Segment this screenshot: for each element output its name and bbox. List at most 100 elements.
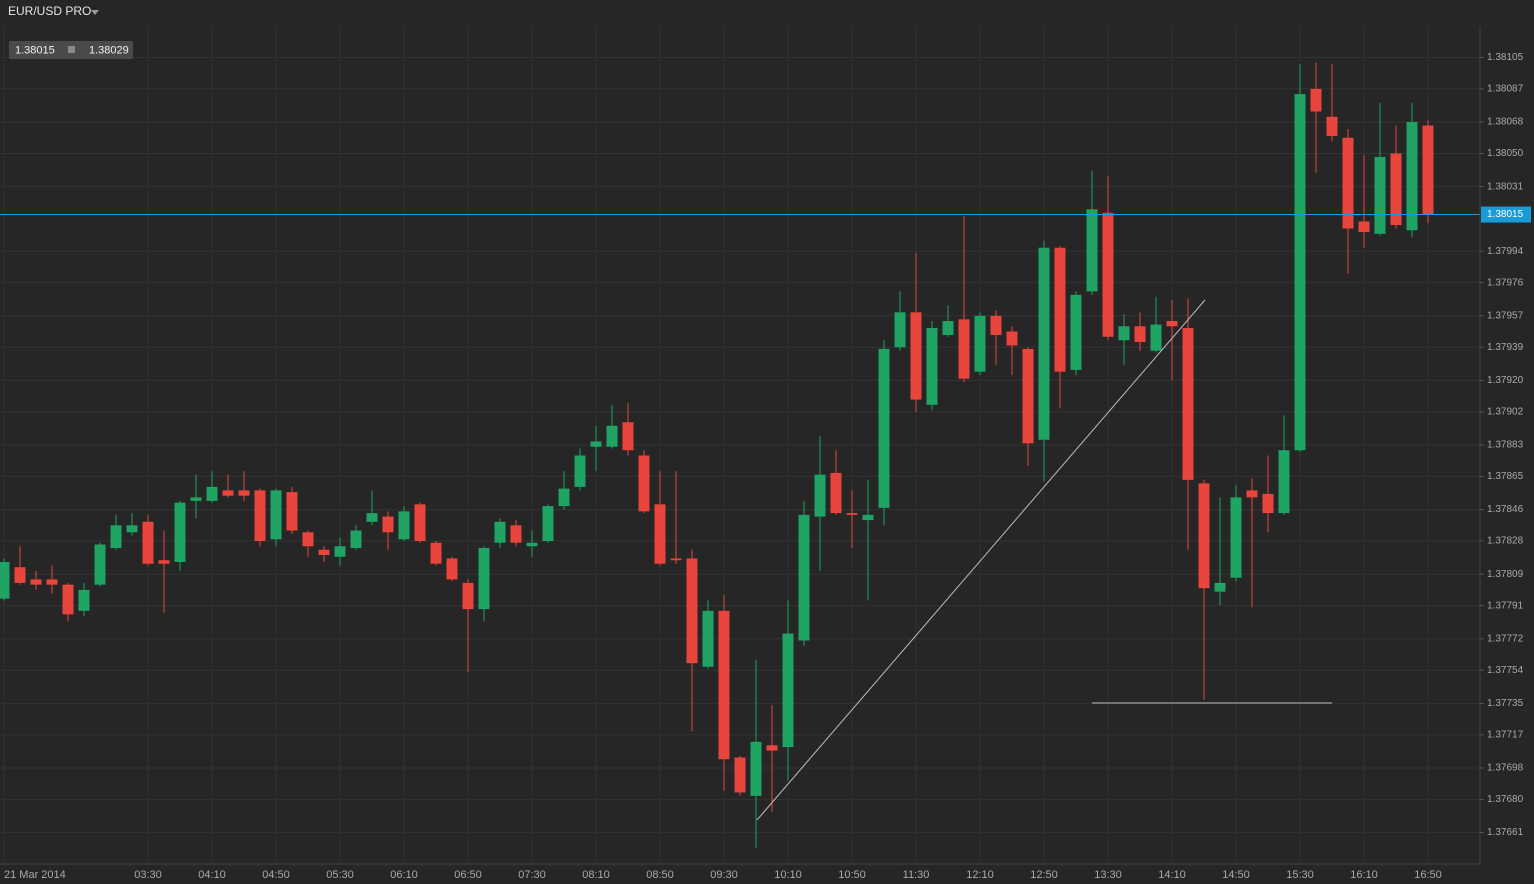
candle-body — [206, 486, 218, 501]
candle-body — [1246, 490, 1258, 498]
bid-price: 1.38015 — [15, 44, 55, 56]
x-tick-label: 16:10 — [1350, 869, 1378, 881]
y-tick-label: 1.37754 — [1487, 665, 1524, 676]
x-tick-label: 07:30 — [518, 869, 546, 881]
x-tick-label: 16:50 — [1414, 869, 1442, 881]
candle-body — [846, 513, 858, 515]
dropdown-arrow[interactable] — [91, 10, 99, 15]
x-tick-label: 06:50 — [454, 869, 482, 881]
x-tick-label: 10:50 — [838, 869, 866, 881]
x-tick-label: 13:30 — [1094, 869, 1122, 881]
candle-body — [1022, 348, 1034, 444]
candle-body — [574, 455, 586, 487]
candle-body — [526, 542, 538, 547]
candle-body — [30, 579, 42, 585]
y-tick-label: 1.37920 — [1487, 375, 1524, 386]
candle-body — [78, 589, 90, 611]
candle-body — [270, 490, 282, 540]
candle-body — [46, 579, 58, 585]
candle-body — [318, 549, 330, 555]
x-tick-label: 21 Mar 2014 — [4, 869, 66, 881]
y-tick-label: 1.37828 — [1487, 536, 1524, 547]
candle-body — [606, 425, 618, 447]
x-tick-label: 12:50 — [1030, 869, 1058, 881]
candle-body — [814, 474, 826, 517]
candle-body — [222, 490, 234, 496]
candle-body — [430, 542, 442, 564]
candle-body — [1102, 212, 1114, 337]
candle-body — [14, 567, 26, 583]
y-tick-label: 1.37865 — [1487, 471, 1524, 482]
y-tick-label: 1.37994 — [1487, 246, 1524, 257]
y-tick-label: 1.38087 — [1487, 83, 1524, 94]
candle-body — [478, 548, 490, 610]
candle-body — [414, 504, 426, 542]
y-tick-label: 1.37698 — [1487, 763, 1524, 774]
trend-line-drawing[interactable] — [756, 299, 1206, 821]
candle-body — [1214, 582, 1226, 592]
spread-icon — [68, 46, 75, 53]
candle-body — [686, 558, 698, 664]
candle-body — [238, 490, 250, 496]
candle-body — [1374, 156, 1386, 234]
candle-body — [1134, 326, 1146, 342]
x-tick-label: 10:10 — [774, 869, 802, 881]
y-tick-label: 1.37735 — [1487, 698, 1524, 709]
candle-body — [510, 525, 522, 543]
y-tick-label: 1.37661 — [1487, 827, 1524, 838]
y-tick-label: 1.38068 — [1487, 117, 1524, 128]
x-tick-label: 04:50 — [262, 869, 290, 881]
candle-body — [542, 506, 554, 542]
x-tick-label: 14:10 — [1158, 869, 1186, 881]
x-tick-label: 14:50 — [1222, 869, 1250, 881]
candle-body — [878, 348, 890, 508]
candle-body — [398, 511, 410, 540]
candle-body — [0, 561, 10, 599]
symbol-selector[interactable]: EUR/USD PRO — [8, 4, 91, 18]
candle-body — [158, 560, 170, 564]
candle-body — [1182, 328, 1194, 480]
candle-body — [302, 532, 314, 547]
candle-body — [718, 610, 730, 760]
candles — [0, 62, 1480, 849]
x-tick-label: 05:30 — [326, 869, 354, 881]
axes: 1.38105 1.38087 1.38068 1.38050 1.38031 1.379… — [4, 52, 1531, 881]
candle-body — [1038, 247, 1050, 440]
y-tick-label: 1.37957 — [1487, 310, 1524, 321]
current-price-label: 1.38015 — [1487, 209, 1524, 220]
candle-body — [1294, 94, 1306, 451]
candle-body — [1358, 221, 1370, 233]
candle-body — [494, 521, 506, 543]
x-tick-label: 15:30 — [1286, 869, 1314, 881]
candle-body — [654, 504, 666, 564]
candle-body — [190, 497, 202, 501]
candle-body — [926, 328, 938, 405]
y-tick-label: 1.38031 — [1487, 181, 1524, 192]
candle-body — [894, 312, 906, 348]
x-tick-label: 12:10 — [966, 869, 994, 881]
candle-body — [798, 514, 810, 641]
candle-body — [126, 525, 138, 533]
candle-body — [1118, 326, 1130, 341]
y-tick-label: 1.37809 — [1487, 569, 1524, 580]
candle-body — [750, 741, 762, 796]
x-tick-label: 06:10 — [390, 869, 418, 881]
candle-body — [1230, 497, 1242, 578]
candle-body — [782, 633, 794, 748]
candle-body — [1198, 483, 1210, 589]
candle-body — [1342, 137, 1354, 229]
y-tick-label: 1.37680 — [1487, 794, 1524, 805]
candle-body — [622, 422, 634, 451]
x-tick-label: 03:30 — [134, 869, 162, 881]
candle-body — [142, 521, 154, 564]
candle-body — [62, 584, 74, 615]
candle-body — [1006, 331, 1018, 346]
candle-body — [286, 492, 298, 531]
candle-body — [670, 558, 682, 561]
x-tick-label: 08:50 — [646, 869, 674, 881]
candle-body — [702, 610, 714, 667]
y-tick-label: 1.37846 — [1487, 504, 1524, 515]
candle-body — [1390, 153, 1402, 226]
candle-body — [1150, 324, 1162, 351]
